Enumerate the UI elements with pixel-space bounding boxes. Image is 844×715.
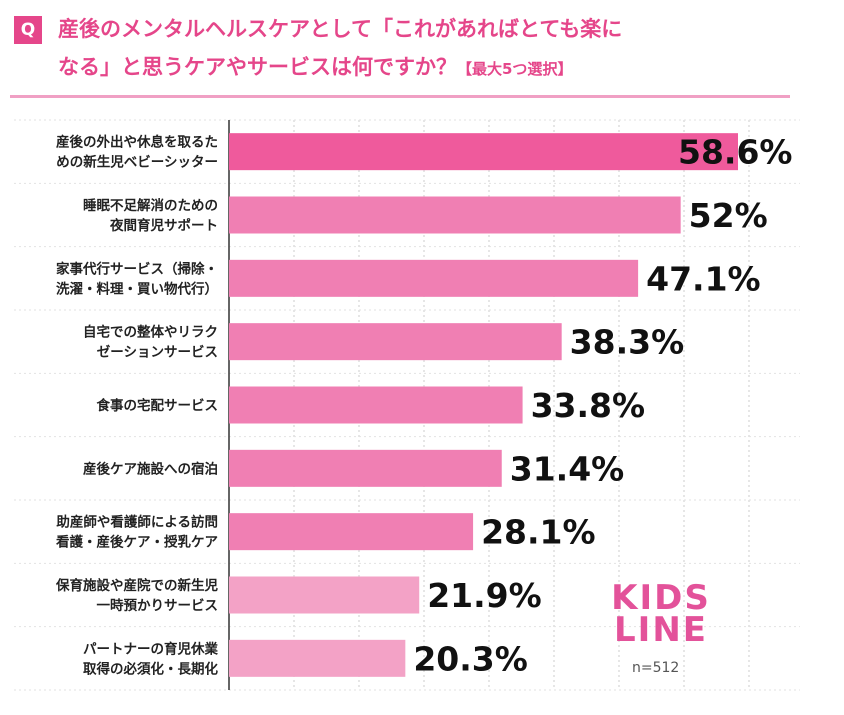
question-badge: Q xyxy=(14,16,42,44)
data-label: 31.4% xyxy=(510,449,625,488)
bar xyxy=(229,513,474,551)
bar xyxy=(229,386,523,424)
category-label: 看護・産後ケア・授乳ケア xyxy=(55,534,218,551)
title-line-2-text: なる」と思うケアやサービスは何ですか？ xyxy=(58,55,457,79)
chart-title: 産後のメンタルヘルスケアとして「これがあればとても楽に なる」と思うケアやサービ… xyxy=(58,10,818,88)
category-label: 取得の必須化・長期化 xyxy=(83,660,218,677)
bar xyxy=(229,576,420,614)
bar xyxy=(229,196,681,234)
bar xyxy=(229,323,562,361)
bar xyxy=(229,639,406,677)
title-note: 【最大5つ選択】 xyxy=(457,60,573,78)
category-label: ゼーションサービス xyxy=(97,344,218,361)
data-label: 33.8% xyxy=(531,386,646,425)
category-label: 助産師や看護師による訪問 xyxy=(56,514,218,531)
logo-line-2: LINE xyxy=(614,610,708,650)
data-label: 58.6% xyxy=(678,133,793,172)
title-divider xyxy=(10,95,790,98)
data-label: 21.9% xyxy=(427,576,541,615)
category-label: 洗濯・料理・買い物代行） xyxy=(56,280,218,297)
category-label: 産後の外出や休息を取るた xyxy=(56,134,218,151)
category-label: 自宅での整体やリラク xyxy=(83,324,218,341)
kidsline-logo: KIDS LINE xyxy=(606,578,716,650)
category-label: 睡眠不足解消のための xyxy=(83,197,218,214)
category-label: 産後ケア施設への宿泊 xyxy=(83,460,218,477)
bar xyxy=(229,259,639,297)
category-label: 一時預かりサービス xyxy=(97,597,219,614)
data-label: 28.1% xyxy=(481,513,596,552)
category-label: めの新生児ベビーシッター xyxy=(56,154,218,171)
sample-size: n=512 xyxy=(632,660,680,676)
data-label: 47.1% xyxy=(646,259,761,298)
category-label: 食事の宅配サービス xyxy=(97,397,219,414)
title-line-1: 産後のメンタルヘルスケアとして「これがあればとても楽に xyxy=(58,17,623,41)
bar xyxy=(229,133,738,171)
category-label: 夜間育児サポート xyxy=(109,217,218,234)
category-label: 保育施設や産院での新生児 xyxy=(55,577,218,594)
bar xyxy=(229,449,502,487)
title-line-2: なる」と思うケアやサービスは何ですか？【最大5つ選択】 xyxy=(58,48,818,88)
data-label: 38.3% xyxy=(570,323,685,362)
logo-line-1: KIDS xyxy=(611,578,711,618)
category-label: パートナーの育児休業 xyxy=(83,640,218,657)
category-label: 家事代行サービス（掃除・ xyxy=(56,260,218,277)
data-label: 20.3% xyxy=(413,639,528,678)
data-label: 52% xyxy=(689,196,768,235)
